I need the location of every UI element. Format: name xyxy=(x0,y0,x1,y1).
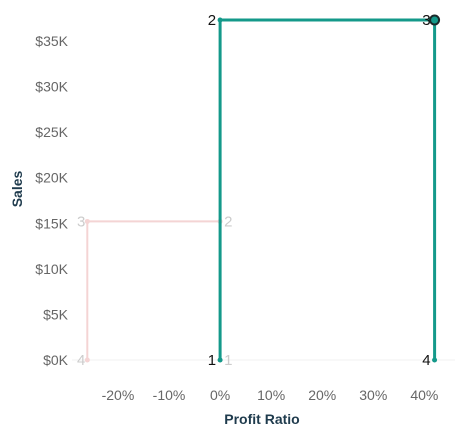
x-tick-label: 30% xyxy=(359,387,387,403)
series-line xyxy=(218,18,437,360)
y-tick-label: $10K xyxy=(35,261,68,277)
point-label: 2 xyxy=(224,213,232,230)
series-2: 1 2 3 4 xyxy=(208,12,438,369)
data-point xyxy=(84,218,90,224)
x-tick-label: 40% xyxy=(410,387,438,403)
point-label: 2 xyxy=(208,12,216,29)
y-tick-label: $20K xyxy=(35,170,68,186)
y-tick-label: $30K xyxy=(35,79,68,95)
x-axis-title: Profit Ratio xyxy=(224,411,299,427)
data-point xyxy=(432,357,438,363)
x-tick-label: -10% xyxy=(153,387,186,403)
point-label: 1 xyxy=(224,352,232,369)
point-label: 4 xyxy=(77,352,85,369)
point-label: 3 xyxy=(77,213,85,230)
data-point xyxy=(217,357,223,363)
x-tick-label: -20% xyxy=(102,387,135,403)
y-tick-label: $5K xyxy=(43,306,69,322)
y-tick-label: $35K xyxy=(35,33,68,49)
y-tick-label: $0K xyxy=(43,352,69,368)
series-line xyxy=(86,220,222,360)
highlight-marker xyxy=(429,14,441,26)
point-label: 3 xyxy=(422,12,430,29)
point-label: 1 xyxy=(208,352,216,369)
x-tick-label: 10% xyxy=(257,387,285,403)
series-1: 1 2 3 4 xyxy=(77,213,232,369)
point-label: 4 xyxy=(422,352,430,369)
gridlines xyxy=(72,20,455,361)
data-point xyxy=(217,17,223,23)
y-tick-label: $15K xyxy=(35,215,68,231)
y-tick-label: $25K xyxy=(35,124,68,140)
x-tick-label: 0% xyxy=(210,387,230,403)
x-tick-label: 20% xyxy=(308,387,336,403)
tick-labels: $0K $5K $10K $15K $20K $25K $30K $35K -20% -10% 0%… xyxy=(35,33,438,403)
series-layer: 1 2 3 4 1 2 3 4 xyxy=(77,12,441,369)
data-point xyxy=(84,357,90,363)
y-axis-title: Sales xyxy=(9,170,25,207)
